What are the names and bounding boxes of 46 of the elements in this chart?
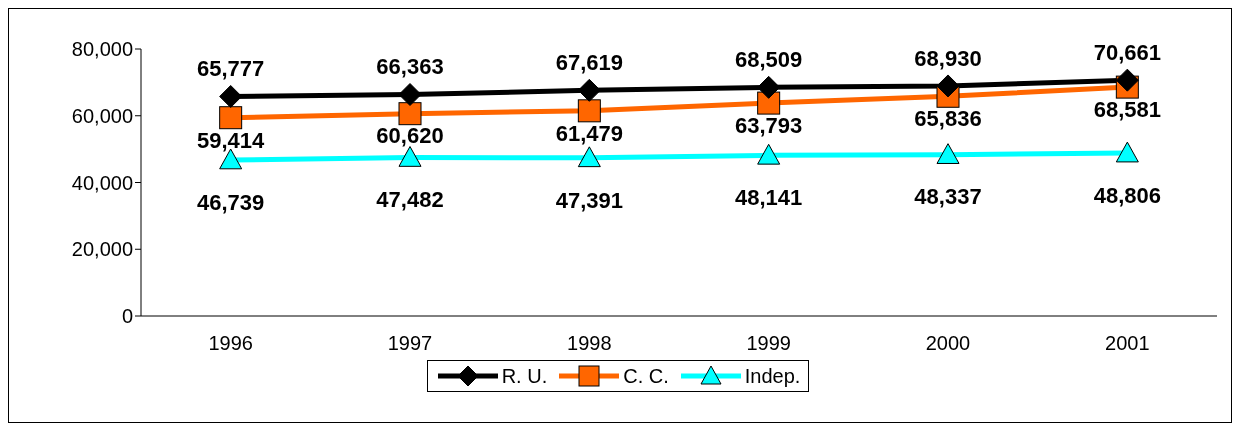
data-label: 48,141 [735, 185, 803, 211]
data-label: 60,620 [376, 123, 444, 149]
legend-label: R. U. [501, 364, 548, 388]
point [577, 99, 601, 123]
x-tick-label: 2000 [925, 332, 971, 355]
point [936, 143, 960, 164]
y-tick-label: 0 [121, 305, 133, 328]
data-label: 59,414 [197, 127, 266, 153]
data-label: 47,391 [555, 187, 623, 213]
point [219, 106, 243, 130]
y-tick-label: 20,000 [71, 238, 133, 261]
y-tick-label: 80,000 [71, 38, 133, 61]
x-tick-label: 1998 [567, 332, 612, 355]
point [398, 102, 422, 126]
data-label: 48,806 [1093, 182, 1161, 208]
x-tick-label: 1999 [746, 332, 791, 355]
y-tick-label: 60,000 [71, 104, 133, 127]
point [398, 146, 422, 167]
y-tick-label: 40,000 [71, 171, 133, 194]
data-label: 68,581 [1093, 96, 1161, 122]
data-label: 68,930 [914, 45, 982, 71]
data-label: 65,836 [914, 106, 982, 132]
data-label: 67,619 [555, 50, 623, 76]
x-tick-label: 1996 [208, 332, 253, 355]
point [936, 74, 960, 98]
legend-label: Indep. [744, 364, 801, 388]
x-tick-label: 2001 [1105, 332, 1150, 355]
point [757, 143, 781, 165]
point [577, 146, 601, 168]
point [398, 83, 422, 107]
data-label: 70,661 [1093, 39, 1161, 65]
data-label: 46,739 [197, 189, 265, 215]
legend-label: C. C. [623, 364, 669, 388]
point [1115, 141, 1139, 163]
point [757, 75, 781, 99]
data-label: 61,479 [555, 120, 623, 146]
data-label: 63,793 [735, 112, 803, 138]
data-label: 48,337 [914, 184, 982, 210]
data-label: 68,509 [735, 47, 803, 73]
data-label: 47,482 [376, 187, 444, 213]
point [1115, 68, 1139, 92]
point [219, 84, 243, 108]
data-label: 65,777 [197, 56, 265, 82]
point [577, 78, 601, 102]
data-label: 66,363 [376, 54, 444, 80]
x-tick-label: 1997 [387, 332, 433, 355]
